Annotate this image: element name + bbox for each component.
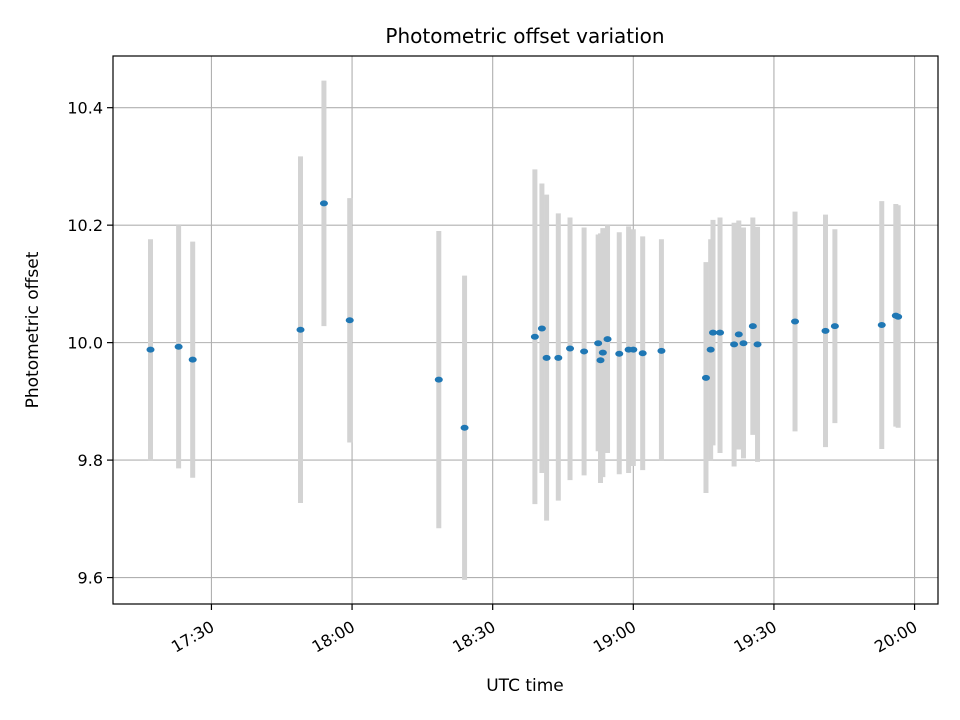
y-axis-ticks: 9.6 9.8 10.0 10.2 10.4 — [67, 99, 113, 588]
y-tick-label: 9.8 — [78, 451, 103, 470]
y-tick-label: 10.4 — [67, 99, 103, 118]
data-point — [730, 341, 739, 348]
data-point — [460, 424, 469, 431]
x-axis-label: UTC time — [486, 676, 564, 696]
data-point — [748, 323, 757, 330]
y-axis-label: Photometric offset — [23, 251, 43, 408]
data-point — [615, 350, 624, 357]
data-point — [753, 341, 762, 348]
data-point — [594, 340, 603, 347]
data-point — [894, 313, 903, 320]
data-point — [709, 329, 717, 336]
data-point — [537, 325, 546, 332]
y-tick-label: 10.0 — [67, 334, 103, 353]
data-point — [706, 346, 715, 353]
data-point — [566, 345, 575, 352]
data-point — [629, 346, 638, 353]
data-point — [638, 350, 647, 357]
data-point — [554, 354, 563, 361]
data-point — [739, 340, 748, 347]
data-point — [596, 357, 605, 364]
data-points — [146, 200, 903, 431]
data-point — [434, 376, 443, 383]
data-point — [734, 331, 743, 338]
data-point — [598, 349, 607, 356]
data-point — [188, 356, 197, 363]
data-point — [657, 347, 666, 354]
data-point — [174, 343, 183, 350]
data-point — [603, 336, 612, 343]
data-point — [877, 322, 886, 329]
data-point — [716, 329, 725, 336]
plot-area-frame — [112, 55, 939, 605]
data-point — [345, 317, 354, 324]
data-point — [821, 327, 830, 334]
data-point — [830, 323, 839, 330]
y-tick-label: 10.2 — [67, 216, 103, 235]
data-point — [296, 326, 305, 333]
data-point — [542, 354, 551, 361]
data-point — [701, 374, 710, 381]
data-point — [319, 200, 328, 207]
data-point — [530, 333, 539, 340]
data-point — [580, 348, 589, 355]
chart-title: Photometric offset variation — [385, 24, 664, 48]
y-tick-label: 9.6 — [78, 569, 103, 588]
data-point — [146, 346, 155, 353]
data-point — [791, 318, 800, 325]
